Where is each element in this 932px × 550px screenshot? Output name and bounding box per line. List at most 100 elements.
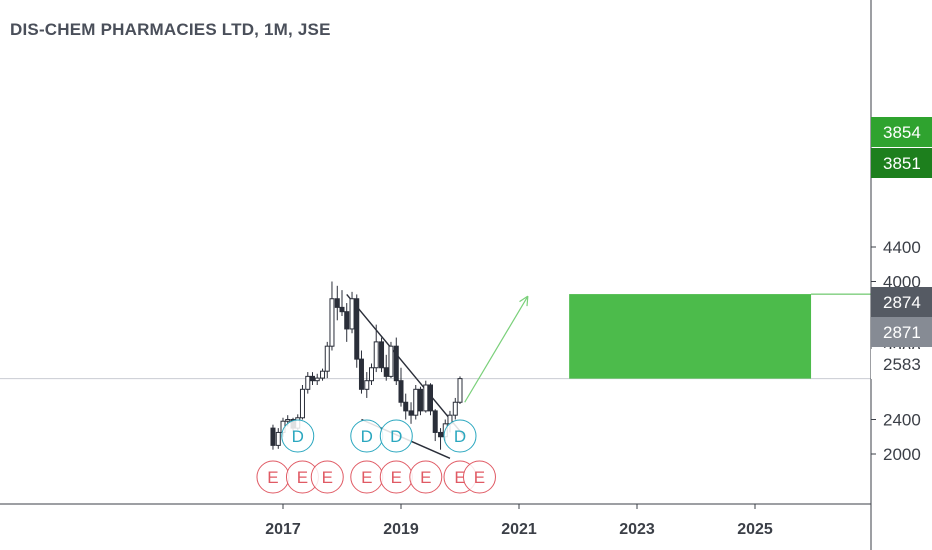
candle[interactable]: [413, 385, 419, 420]
candle[interactable]: [398, 367, 404, 407]
candle[interactable]: [270, 424, 276, 450]
candle[interactable]: [423, 380, 429, 413]
projection-arrow[interactable]: [464, 295, 529, 403]
candle[interactable]: [428, 383, 433, 416]
candle-body: [408, 410, 414, 416]
candle[interactable]: [369, 363, 374, 385]
candle[interactable]: [339, 290, 345, 316]
price-tag-bg: [871, 317, 932, 347]
price-tick-label: 4400: [883, 238, 921, 257]
candle[interactable]: [403, 393, 409, 420]
price-tag: 2874: [871, 287, 932, 317]
candle-body: [432, 410, 438, 433]
candle-body: [320, 370, 326, 379]
candle[interactable]: [373, 324, 379, 373]
candle[interactable]: [299, 385, 305, 420]
candle-body: [379, 341, 385, 369]
dividend-marker-label: D: [292, 427, 304, 446]
candle-body: [285, 419, 291, 422]
candle-body: [314, 377, 320, 382]
dividend-marker-circle: [281, 419, 315, 453]
earnings-marker-label: E: [474, 468, 485, 487]
time-tick-label: 2017: [265, 521, 301, 538]
dividend-marker[interactable]: D: [281, 419, 315, 453]
candle-body: [383, 367, 389, 377]
candle-body: [457, 378, 463, 403]
candle-body: [398, 380, 404, 403]
earnings-marker[interactable]: E: [310, 460, 344, 494]
dividend-marker[interactable]: D: [379, 419, 413, 453]
earnings-marker-circle: [409, 460, 443, 494]
dividend-marker-label: D: [361, 427, 373, 446]
candle[interactable]: [349, 291, 355, 334]
candle-body: [438, 431, 444, 438]
earnings-marker[interactable]: E: [409, 460, 443, 494]
candle-body: [270, 427, 276, 446]
earnings-marker[interactable]: E: [379, 460, 413, 494]
price-tag: 3851: [871, 148, 932, 178]
price-tag: 2583: [871, 349, 932, 379]
price-tag-label: 3851: [883, 154, 921, 173]
candle[interactable]: [305, 372, 311, 394]
candle-body: [388, 345, 394, 377]
candle[interactable]: [452, 397, 458, 420]
earnings-marker-label: E: [267, 468, 278, 487]
candle-body: [403, 401, 409, 412]
candle-body: [358, 358, 364, 390]
price-tag-label: 2583: [883, 355, 921, 374]
candle-body: [339, 306, 345, 313]
trendline[interactable]: [346, 293, 466, 438]
candle[interactable]: [329, 281, 335, 351]
price-tags: 3854 3851 2874 2871 2583: [871, 117, 932, 379]
price-tick-label: 2400: [883, 411, 921, 430]
projection-arrow-head: [526, 296, 529, 307]
candle-body: [310, 375, 315, 382]
candle[interactable]: [354, 294, 360, 368]
candle[interactable]: [334, 285, 340, 321]
dividend-marker-circle: [379, 419, 413, 453]
dividend-marker-circle: [443, 419, 477, 453]
time-tick-label: 2019: [383, 521, 419, 538]
price-tag-bg: [871, 148, 932, 178]
candle[interactable]: [383, 354, 389, 381]
candle[interactable]: [344, 303, 350, 342]
earnings-marker-label: E: [391, 468, 402, 487]
candle[interactable]: [310, 372, 315, 385]
earnings-marker[interactable]: E: [350, 460, 384, 494]
candle[interactable]: [408, 402, 414, 424]
earnings-marker[interactable]: E: [462, 460, 496, 494]
projection-box[interactable]: [569, 294, 812, 379]
candle[interactable]: [417, 386, 423, 416]
candle[interactable]: [432, 409, 438, 442]
time-tick-label: 2021: [501, 521, 537, 538]
price-tag: 2871: [871, 317, 932, 347]
candle-body: [349, 298, 355, 330]
candle-body: [324, 345, 330, 372]
candle-body: [413, 388, 419, 416]
candle[interactable]: [275, 428, 281, 449]
chart-title: DIS-CHEM PHARMACIES LTD, 1M, JSE: [10, 20, 331, 39]
earnings-marker-circle: [310, 460, 344, 494]
candle[interactable]: [393, 337, 399, 385]
candle[interactable]: [438, 428, 444, 450]
earnings-marker[interactable]: E: [256, 460, 290, 494]
price-tag-bg: [871, 287, 932, 317]
time-tick-label: 2025: [737, 521, 773, 538]
candle[interactable]: [457, 376, 463, 404]
candle[interactable]: [320, 368, 326, 381]
candle-body: [305, 375, 311, 390]
price-tick-label: 2000: [883, 445, 921, 464]
plot-area[interactable]: E E E E E E E ED D D D: [0, 281, 871, 494]
candle-body: [344, 311, 350, 330]
candle-body: [423, 384, 429, 412]
candle[interactable]: [388, 341, 394, 379]
candle[interactable]: [324, 341, 330, 379]
candle[interactable]: [364, 372, 370, 398]
candle[interactable]: [358, 350, 364, 394]
price-tag-label: 2871: [883, 323, 921, 342]
dividend-marker[interactable]: D: [443, 419, 477, 453]
dividend-marker[interactable]: D: [350, 419, 384, 453]
candle[interactable]: [379, 337, 385, 373]
candle[interactable]: [314, 373, 320, 385]
